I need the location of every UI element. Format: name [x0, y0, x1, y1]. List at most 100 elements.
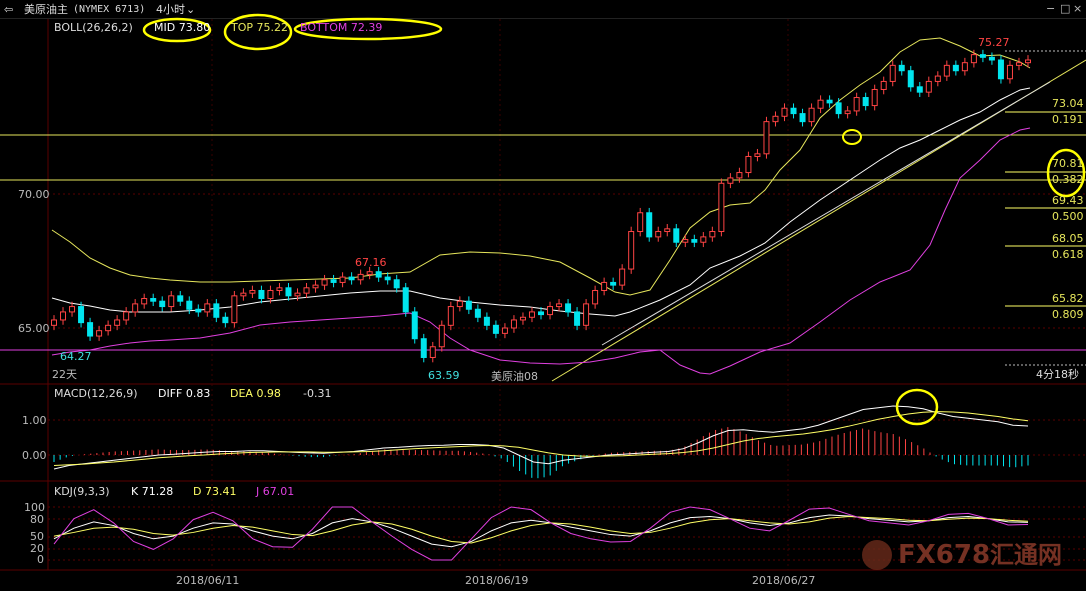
macd-indicator-label[interactable]: MACD(12,26,9)	[54, 387, 138, 400]
candle-body	[249, 289, 256, 294]
y-tick-65: 65.00	[18, 322, 50, 335]
x-date-2: 2018/06/19	[465, 574, 529, 587]
candle-body	[808, 107, 815, 123]
maximize-icon[interactable]: □	[1060, 2, 1071, 15]
kdj-j-value: J 67.01	[256, 485, 295, 498]
candle-body	[303, 287, 310, 294]
candle-body	[87, 322, 94, 337]
candle-body	[898, 64, 905, 72]
fib-ratio-1: 0.382	[1052, 173, 1084, 186]
kdj-y-tick-80: 80	[30, 513, 44, 526]
candle-body	[411, 311, 418, 340]
candle-body	[213, 303, 220, 318]
boll-top-value: TOP 75.22	[231, 21, 288, 34]
boll-top-line	[51, 37, 1031, 296]
candle-body	[105, 324, 112, 332]
close-icon[interactable]: ×	[1073, 2, 1083, 15]
candle-body	[447, 306, 454, 326]
y-tick-70: 70.00	[18, 188, 50, 201]
back-arrow-icon[interactable]: ⇦	[4, 3, 14, 16]
watermark-brand: FX678	[898, 540, 991, 570]
candle-body	[934, 75, 941, 82]
symbol-title: 美原油主	[24, 3, 68, 16]
title-bar: ⇦ 美原油主 (NYMEX 6713) 4小时 ⌄ − □ ×	[0, 0, 1086, 19]
candle-body	[673, 228, 680, 243]
contract-label: 美原油08	[491, 370, 538, 383]
period-selector[interactable]: 4小时	[156, 3, 185, 16]
watermark-sub: 汇通网	[990, 541, 1062, 569]
candle-body	[889, 64, 896, 82]
candle-body	[240, 292, 247, 297]
minimize-icon[interactable]: −	[1046, 2, 1056, 15]
candle-body	[574, 311, 581, 326]
candle-body	[943, 64, 950, 77]
kdj-k-line	[53, 514, 1029, 548]
candle-body	[366, 271, 373, 275]
annotation-circle-macd	[895, 388, 939, 426]
kdj-indicator-label[interactable]: KDJ(9,3,3)	[54, 485, 110, 498]
candle-body	[168, 295, 175, 308]
low-price-label: 63.59	[428, 369, 460, 382]
candle-body	[772, 115, 779, 123]
candle-body	[348, 276, 355, 281]
candle-body	[682, 239, 689, 243]
candle-body	[844, 110, 851, 115]
macd-diff-value: DIFF 0.83	[158, 387, 211, 400]
candle-body	[862, 97, 869, 107]
fib-price-4: 65.82	[1052, 292, 1084, 305]
candle-body	[925, 80, 932, 93]
kdj-y-tick-100: 100	[24, 501, 45, 514]
candle-body	[285, 287, 292, 297]
high-price-label: 75.27	[978, 36, 1010, 49]
candle-body	[1025, 59, 1031, 64]
candlestick-series	[51, 49, 1031, 363]
candle-body	[267, 289, 274, 300]
annotation-circle-top	[223, 13, 293, 51]
candle-body	[880, 80, 887, 90]
candle-body	[628, 231, 635, 270]
candle-body	[357, 273, 364, 281]
macd-dea-value: DEA 0.98	[230, 387, 281, 400]
candle-body	[438, 324, 445, 348]
fib-ratio-3: 0.618	[1052, 248, 1084, 261]
boll-indicator-label[interactable]: BOLL(26,26,2)	[54, 21, 133, 34]
candle-body	[538, 311, 544, 316]
candle-body	[637, 212, 644, 233]
boll-bottom-value: BOTTOM 72.39	[300, 21, 383, 34]
candle-body	[132, 303, 139, 313]
candle-body	[294, 292, 301, 297]
candle-body	[970, 54, 977, 64]
candle-body	[474, 308, 481, 318]
candle-body	[718, 182, 725, 233]
macd-dea-line	[53, 411, 1029, 466]
candle-body	[709, 231, 716, 238]
days-label: 22天	[52, 368, 77, 381]
left-low-price-label: 64.27	[60, 350, 92, 363]
fib-price-3: 68.05	[1052, 232, 1084, 245]
boll-mid-value: MID 73.80	[154, 21, 211, 34]
candle-body	[420, 338, 427, 358]
candle-body	[871, 88, 878, 107]
annotation-circle-mid	[142, 17, 212, 43]
candle-body	[204, 303, 211, 313]
candle-body	[141, 298, 148, 305]
candle-body	[231, 295, 238, 324]
kdj-k-value: K 71.28	[131, 485, 174, 498]
candle-body	[790, 107, 797, 115]
candle-body	[619, 268, 626, 286]
chevron-down-icon[interactable]: ⌄	[186, 3, 196, 16]
candle-body	[610, 281, 617, 286]
x-date-1: 2018/06/11	[176, 574, 240, 587]
candle-body	[556, 303, 563, 308]
candle-body	[979, 54, 986, 58]
kdj-d-value: D 73.41	[193, 485, 237, 498]
watermark-logo-icon	[862, 540, 892, 570]
candle-body	[916, 86, 923, 93]
candle-body	[465, 300, 472, 310]
exchange-code: (NYMEX 6713)	[73, 4, 146, 15]
annotation-circle-candle	[842, 129, 862, 145]
candle-body	[150, 298, 157, 302]
candle-body	[799, 113, 806, 123]
kdj-y-tick-50: 50	[30, 530, 44, 543]
